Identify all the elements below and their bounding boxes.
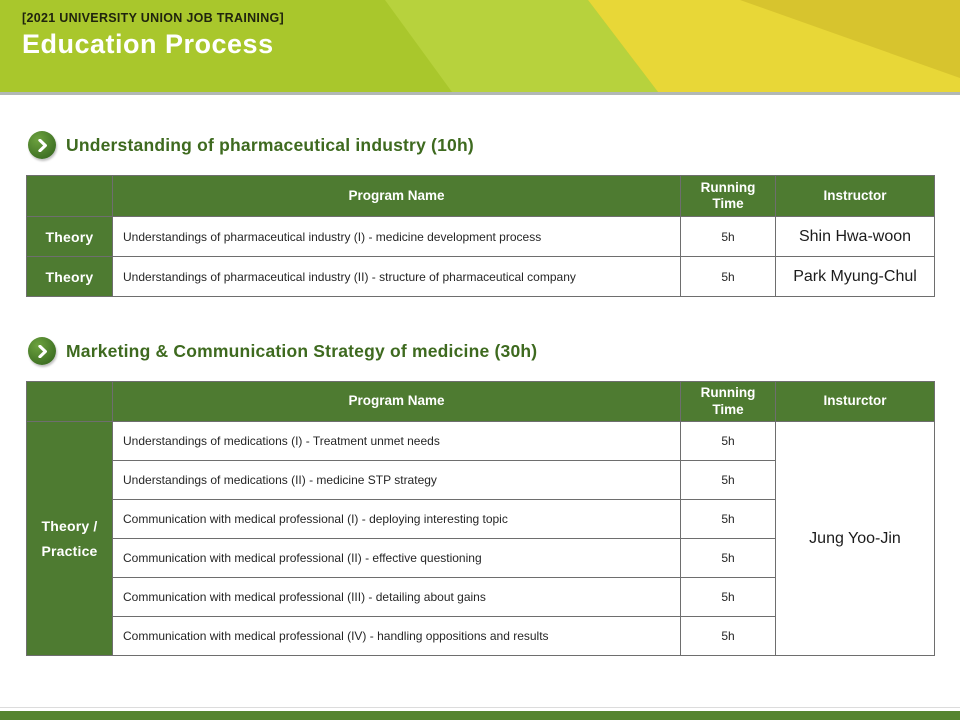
chevron-circle-icon [28,337,56,365]
program-cell: Communication with medical professional … [112,616,681,656]
time-cell: 5h [680,216,776,257]
time-cell: 5h [680,538,776,578]
table-row: Communication with medical professional … [27,538,935,578]
chevron-circle-icon [28,131,56,159]
program-cell: Understandings of pharmaceutical industr… [112,256,681,297]
time-cell: 5h [680,460,776,500]
table2-header-category [26,381,113,422]
table-row: Theory Understandings of pharmaceutical … [26,256,935,297]
program-cell: Communication with medical professional … [112,577,681,617]
program-cell: Communication with medical professional … [112,538,681,578]
category-line-1: Theory / [41,517,98,534]
table2-header-instructor: Insturctor [775,381,935,422]
program-cell: Communication with medical professional … [112,499,681,539]
table-row: Communication with medical professional … [27,616,935,656]
table-row: Theory Understandings of pharmaceutical … [26,216,935,257]
marketing-strategy-table: Program Name Running Time Insturctor The… [26,381,935,656]
section1-title-row: Understanding of pharmaceutical industry… [28,131,960,159]
table1-header-program: Program Name [112,175,681,217]
table2-header-running-time: Running Time [680,381,776,422]
section1-title: Understanding of pharmaceutical industry… [66,134,474,155]
category-line-2: Practice [41,543,98,559]
instructor-cell: Park Myung-Chul [775,256,935,297]
section2-title-row: Marketing & Communication Strategy of me… [28,337,960,365]
header-kicker: [2021 UNIVERSITY UNION JOB TRAINING] [22,11,285,25]
section2-title: Marketing & Communication Strategy of me… [66,340,538,361]
chevron-right-icon [37,138,47,152]
table-row: Understandings of medications (II) - med… [27,460,935,500]
table2-header-program: Program Name [112,381,681,422]
category-cell-merged: Theory / Practice [26,421,113,656]
instructor-cell-merged: Jung Yoo-Jin [775,421,935,656]
program-cell: Understandings of pharmaceutical industr… [112,216,681,257]
header-banner: [2021 UNIVERSITY UNION JOB TRAINING] Edu… [0,0,960,95]
footer-green-bar [0,711,960,720]
time-cell: 5h [680,256,776,297]
table1-header-running-time: Running Time [680,175,776,217]
time-cell: 5h [680,499,776,539]
table1-header-row: Program Name Running Time Instructor [26,175,935,217]
category-cell: Theory [26,216,113,257]
chevron-right-icon [37,344,47,358]
time-cell: 5h [680,577,776,617]
pharma-industry-table: Program Name Running Time Instructor The… [26,175,935,297]
table1-header-category [26,175,113,217]
page-title: Education Process [22,29,274,59]
instructor-cell: Shin Hwa-woon [775,216,935,257]
program-cell: Understandings of medications (II) - med… [112,460,681,500]
table1-header-instructor: Instructor [775,175,935,217]
program-cell: Understandings of medications (I) - Trea… [112,421,681,461]
time-cell: 5h [680,421,776,461]
time-cell: 5h [680,616,776,656]
table-row: Theory / Practice Understandings of medi… [26,421,935,656]
footer-divider-line [0,707,960,708]
category-cell: Theory [26,256,113,297]
table2-header-row: Program Name Running Time Insturctor [26,381,935,422]
